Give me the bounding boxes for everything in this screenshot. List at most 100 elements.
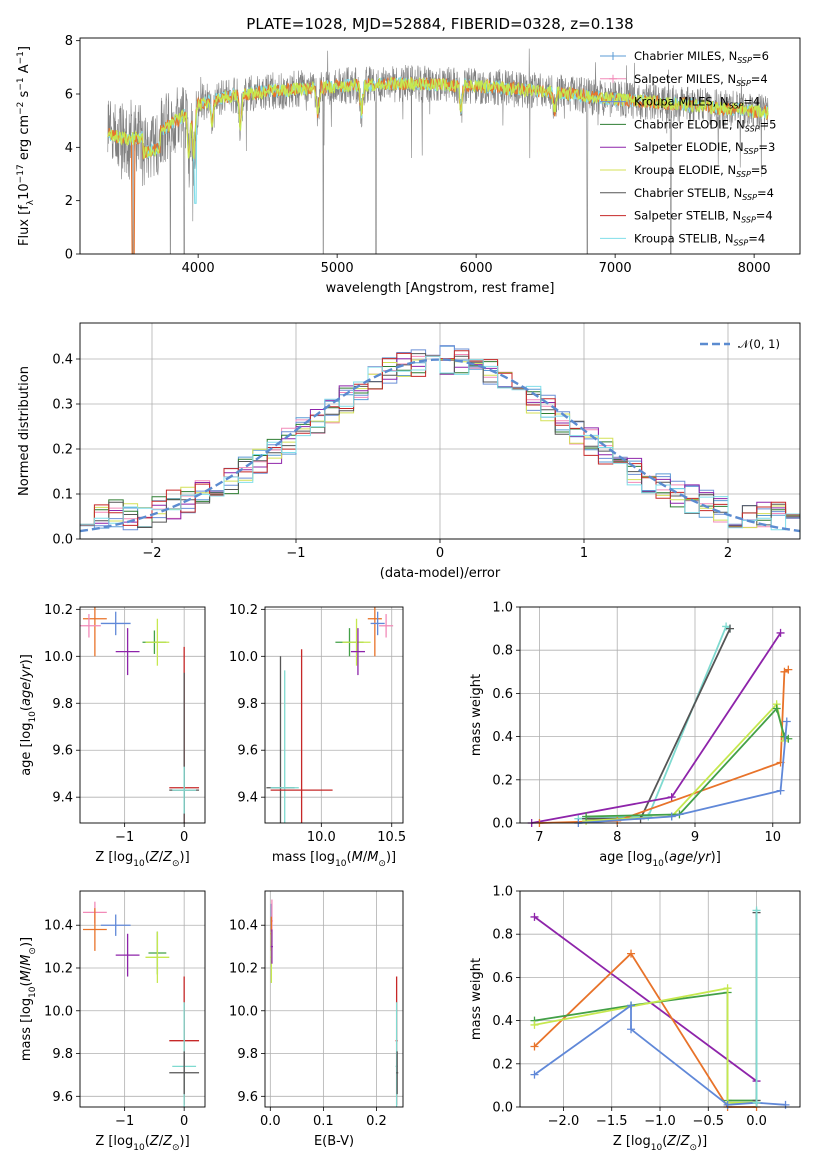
y-tick-label: 9.8 (237, 1047, 258, 1062)
mass-weight-line (533, 916, 758, 1082)
x-axis-label: Z [log10(Z/Z⊙)] (95, 850, 189, 869)
chart-massweight-vs-Z: −2.0 −1.5 −1.0 −0.5 0.0 0.0 0.2 0.4 0.6 0.8 1.0 Z [… (469, 885, 801, 1153)
y-tick-label: 9.4 (52, 791, 73, 806)
mass-weight-point (627, 1025, 636, 1034)
y-axis-label: age [log10(age/yr)] (19, 654, 38, 776)
mass-weight-point (582, 812, 591, 821)
legend-marker (609, 97, 617, 106)
mass-weight-line (531, 632, 782, 824)
legend-marker (609, 74, 617, 83)
mass-weight-point (530, 912, 539, 921)
mass-weight-point (772, 704, 781, 713)
y-tick-label: 9.6 (237, 744, 258, 759)
mass-weight-point (627, 1001, 636, 1010)
chart-residuals: −2 −1 0 1 2 0.0 0.1 0.2 0.3 0.4 (data-model)/error… (17, 322, 801, 581)
legend-label: Chabrier ELODIE, NSSP=5 (634, 117, 776, 133)
chart-mass-vs-ebv: 0.0 0.1 0.2 9.6 9.8 10.0 10.2 10.4 E(B-V) (229, 890, 404, 1149)
x-axis-label: age [log10(age/yr)] (599, 850, 721, 869)
chart-spectrum: 4000 5000 6000 7000 8000 0 2 4 6 8 wavelength [Ang… (16, 34, 801, 296)
mass-weight-point (723, 1100, 732, 1109)
legend-label: Salpeter STELIB, NSSP=4 (634, 209, 773, 225)
x-tick-label: 7 (535, 830, 543, 845)
mass-weight-point (530, 1042, 539, 1051)
y-tick-label: 0.3 (52, 398, 73, 413)
y-axis-label: mass [log10(M/M⊙)] (19, 937, 38, 1061)
gaussian-curve (79, 358, 801, 533)
y-axis-label: mass weight (469, 958, 484, 1040)
x-tick-label: −1 (115, 830, 134, 845)
x-tick-label: 8 (613, 830, 621, 845)
y-tick-label: 0.4 (492, 730, 513, 745)
y-tick-label: 9.8 (237, 697, 258, 712)
y-tick-label: 0.4 (492, 1014, 513, 1029)
x-tick-label: −2.0 (548, 1114, 580, 1129)
y-tick-label: 8 (65, 34, 73, 49)
x-tick-label: 0.0 (260, 1114, 281, 1129)
x-axis-label: Z [log10(Z/Z⊙)] (613, 1134, 707, 1153)
axes-frame (79, 606, 206, 824)
y-axis-label: Normed distribution (17, 366, 32, 496)
axes-frame (519, 890, 801, 1108)
y-tick-label: 0 (65, 248, 73, 263)
y-tick-label: 9.8 (52, 1047, 73, 1062)
y-tick-label: 10.2 (44, 961, 73, 976)
spectrum-plot-area (107, 48, 769, 254)
y-tick-label: 0.8 (492, 928, 513, 943)
spectrum-legend: Chabrier MILES, NSSP=6 Salpeter MILES, NS… (600, 49, 776, 247)
x-tick-label: 2 (724, 546, 732, 561)
x-tick-label: −2 (142, 546, 161, 561)
axes-frame (519, 606, 801, 824)
legend-label: Chabrier STELIB, NSSP=4 (634, 186, 774, 202)
axes-frame (264, 606, 404, 824)
y-tick-label: 10.2 (229, 961, 258, 976)
y-tick-label: 10.4 (229, 919, 258, 934)
x-tick-label: 0 (180, 830, 188, 845)
y-tick-label: 0.6 (492, 687, 513, 702)
legend-label: Salpeter MILES, NSSP=4 (634, 72, 768, 88)
y-axis-label: Flux [fλ10−17 erg cm−2 s−1 A−1] (16, 46, 36, 246)
x-tick-label: 0.2 (366, 1114, 387, 1129)
y-tick-label: 0.2 (52, 443, 73, 458)
axes-frame (79, 890, 206, 1108)
x-tick-label: 10 (765, 830, 782, 845)
y-tick-label: 0.2 (492, 773, 513, 788)
x-tick-label: 0.1 (313, 1114, 334, 1129)
x-tick-label: 10.5 (377, 830, 406, 845)
mass-weight-point (530, 1020, 539, 1029)
mass-weight-line (534, 987, 757, 1104)
x-tick-label: 10.0 (307, 830, 336, 845)
mass-weight-line (578, 721, 788, 824)
y-tick-label: 4 (65, 141, 73, 156)
mass-weight-point (776, 628, 785, 637)
mass-weight-point (752, 1098, 761, 1107)
x-tick-label: 0 (436, 546, 444, 561)
y-tick-label: 9.8 (52, 697, 73, 712)
x-tick-label: −0.5 (692, 1114, 724, 1129)
y-tick-label: 0.2 (492, 1057, 513, 1072)
legend-marker (609, 52, 617, 60)
mass-weight-point (644, 812, 653, 821)
axes-frame (79, 322, 801, 540)
y-axis-label: mass weight (469, 674, 484, 756)
y-tick-label: 9.6 (52, 744, 73, 759)
mass-weight-point (752, 906, 761, 915)
y-tick-label: 10.2 (229, 603, 258, 618)
mass-weight-point (781, 1100, 790, 1109)
x-tick-label: 0 (180, 1114, 188, 1129)
mass-weight-line (533, 1003, 786, 1106)
chart-age-vs-Z: −1 0 9.4 9.6 9.8 10.0 10.2 Z [log10(Z/Z⊙)] age [… (19, 603, 206, 869)
x-axis-label: mass [log10(M/M⊙)] (272, 850, 396, 869)
mass-weight-point (726, 624, 734, 633)
y-tick-label: 10.0 (44, 650, 73, 665)
x-tick-label: 6000 (460, 261, 493, 276)
mass-weight-point (784, 665, 793, 674)
mass-weight-point (667, 812, 676, 821)
mass-weight-line (586, 628, 731, 820)
legend-label: Kroupa STELIB, NSSP=4 (634, 231, 765, 247)
chart-mass-vs-Z: −1 0 9.6 9.8 10.0 10.2 10.4 Z [log10(Z/Z⊙)] mass… (19, 890, 206, 1153)
legend-label: Kroupa ELODIE, NSSP=5 (634, 163, 768, 179)
mass-weight-point (627, 949, 636, 958)
legend-label: Kroupa MILES, NSSP=4 (634, 95, 760, 111)
x-tick-label: 9 (691, 830, 699, 845)
